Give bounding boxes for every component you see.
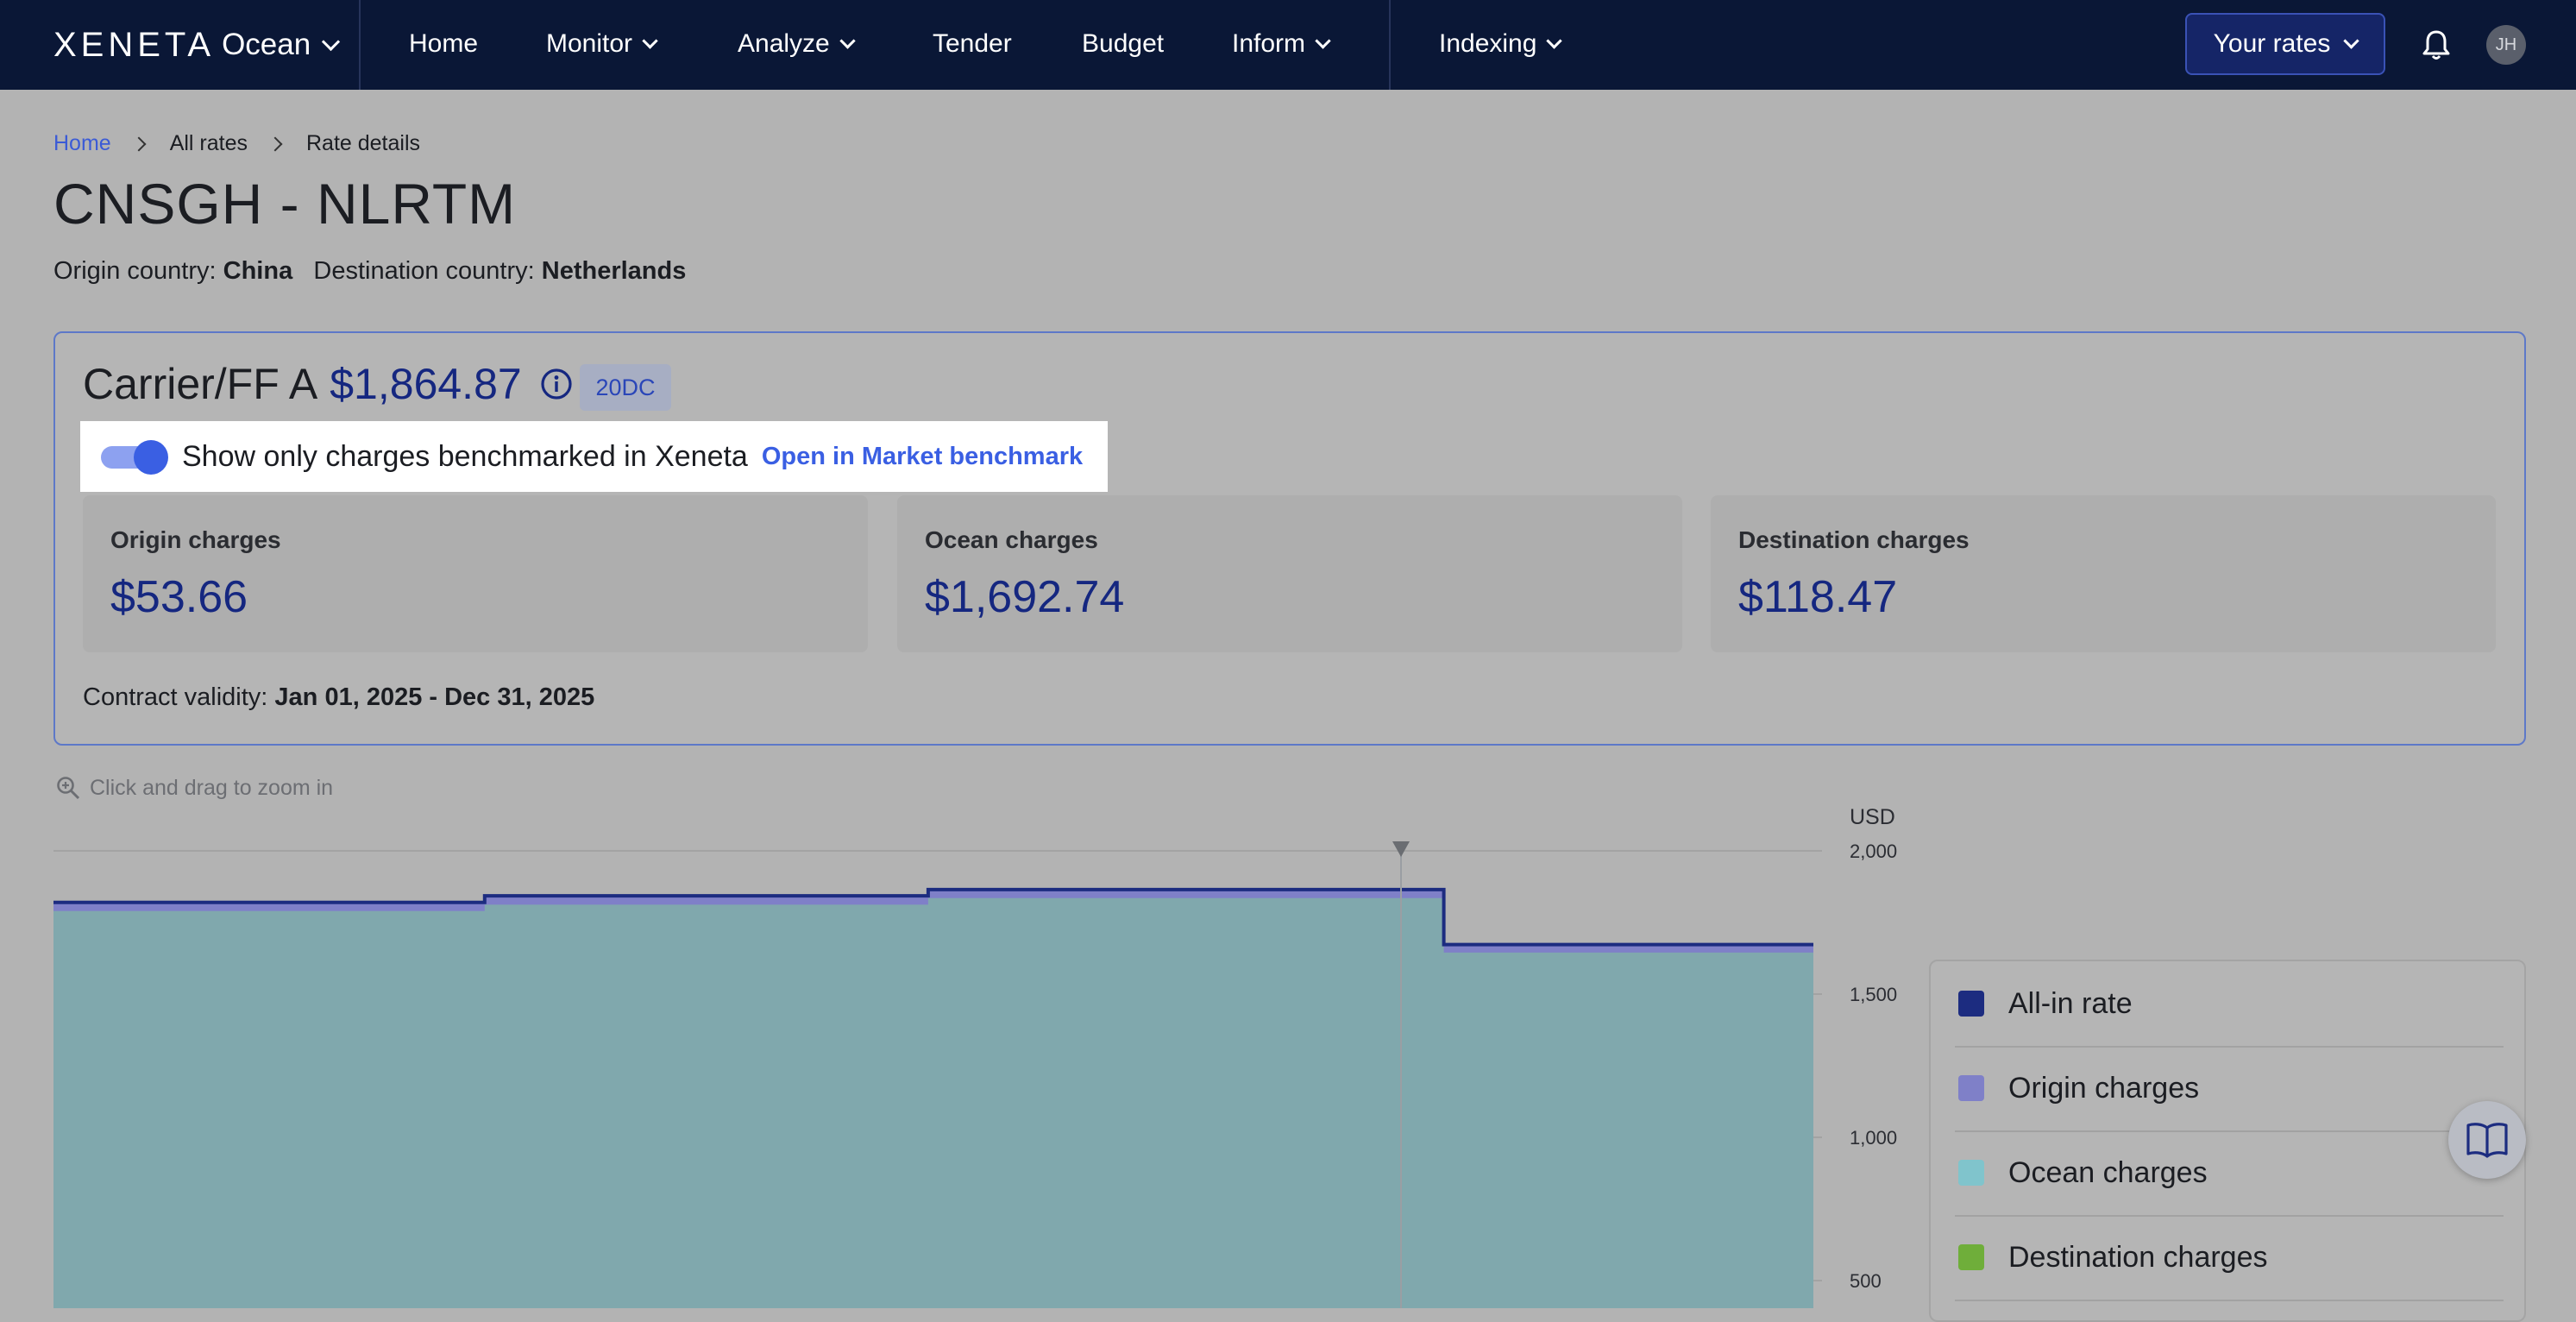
contract-validity: Contract validity: Jan 01, 2025 - Dec 31…	[83, 683, 594, 712]
xeneta-logo: XENETA	[53, 25, 216, 64]
legend-swatch	[1958, 1244, 1984, 1270]
legend-item[interactable]: Ocean charges	[1955, 1130, 2504, 1217]
nav-analyze[interactable]: Analyze	[738, 29, 856, 59]
info-icon[interactable]	[539, 367, 574, 401]
nav-divider	[1389, 0, 1391, 90]
validity-value: Jan 01, 2025 - Dec 31, 2025	[274, 683, 595, 711]
benchmark-toggle-label: Show only charges benchmarked in Xeneta	[182, 439, 748, 473]
top-nav: XENETA Ocean Home Monitor Analyze Tender…	[0, 0, 2576, 90]
y-axis-unit: USD	[1850, 805, 1895, 829]
tile-value: $53.66	[110, 572, 248, 622]
destination-charges-tile: Destination charges $118.47	[1711, 495, 2496, 652]
product-name: Ocean	[222, 28, 311, 61]
container-type-badge: 20DC	[580, 364, 671, 411]
nav-tender-label: Tender	[933, 29, 1012, 58]
ocean-charges-tile: Ocean charges $1,692.74	[897, 495, 1682, 652]
nav-monitor-label: Monitor	[546, 29, 633, 58]
zoom-in-icon	[57, 777, 80, 800]
y-tick-label: 1,500	[1850, 984, 1897, 1005]
carrier-name: Carrier/FF A	[83, 360, 318, 408]
legend-swatch	[1958, 991, 1984, 1017]
validity-label: Contract validity:	[83, 683, 268, 711]
zoom-hint-text: Click and drag to zoom in	[90, 775, 334, 800]
all-in-price: $1,864.87	[330, 360, 522, 408]
zoom-hint: Click and drag to zoom in	[55, 775, 333, 801]
nav-analyze-label: Analyze	[738, 29, 830, 58]
legend-label: Origin charges	[2008, 1071, 2200, 1105]
breadcrumb-all-rates[interactable]: All rates	[169, 131, 248, 155]
legend-label: Ocean charges	[2008, 1155, 2208, 1189]
nav-divider	[359, 0, 361, 90]
destination-country-value: Netherlands	[541, 257, 687, 285]
open-market-benchmark-link[interactable]: Open in Market benchmark	[761, 442, 1084, 470]
ocean-charges-area	[53, 897, 1813, 1308]
all-in-rate-line	[53, 887, 1813, 947]
legend-item[interactable]: Destination charges	[1955, 1215, 2504, 1301]
page-title: CNSGH - NLRTM	[53, 172, 517, 236]
nav-indexing[interactable]: Indexing	[1439, 29, 1563, 59]
nav-budget-label: Budget	[1082, 29, 1165, 58]
nav-tender[interactable]: Tender	[933, 29, 1012, 59]
bell-icon[interactable]	[2421, 28, 2452, 61]
tile-label: Origin charges	[110, 526, 281, 553]
today-marker-triangle	[1392, 841, 1410, 857]
nav-budget[interactable]: Budget	[1082, 29, 1164, 59]
help-docs-button[interactable]	[2448, 1101, 2526, 1179]
tile-value: $1,692.74	[925, 572, 1125, 622]
book-icon	[2466, 1123, 2508, 1158]
nav-inform-label: Inform	[1232, 29, 1306, 58]
tile-value: $118.47	[1738, 572, 1898, 622]
country-meta: Origin country: China Destination countr…	[53, 257, 686, 286]
breadcrumb-home[interactable]: Home	[53, 131, 111, 155]
y-tick-label: 500	[1850, 1270, 1882, 1292]
destination-country-label: Destination country:	[313, 257, 535, 285]
product-switcher[interactable]: XENETA Ocean	[53, 24, 341, 66]
chart-legend: All-in rate Origin charges Ocean charges De…	[1929, 960, 2526, 1322]
tile-label: Ocean charges	[925, 526, 1098, 553]
breadcrumb: Home All rates Rate details	[53, 131, 420, 156]
nav-monitor[interactable]: Monitor	[546, 29, 658, 59]
benchmark-toggle[interactable]	[101, 440, 168, 475]
y-tick-label: 1,000	[1850, 1127, 1897, 1149]
legend-swatch	[1958, 1160, 1984, 1186]
legend-item[interactable]: All-in rate	[1955, 961, 2504, 1048]
legend-label: All-in rate	[2008, 986, 2133, 1020]
nav-inform[interactable]: Inform	[1232, 29, 1331, 59]
y-tick-label: 2,000	[1850, 840, 1897, 862]
benchmark-toggle-row: Show only charges benchmarked in Xeneta …	[80, 421, 1108, 492]
tile-label: Destination charges	[1738, 526, 1970, 553]
nav-home-label: Home	[409, 29, 479, 58]
avatar[interactable]: JH	[2486, 25, 2526, 65]
nav-home[interactable]: Home	[409, 29, 478, 59]
breadcrumb-rate-details: Rate details	[306, 131, 421, 155]
legend-item[interactable]: Origin charges	[1955, 1046, 2504, 1132]
your-rates-button[interactable]: Your rates	[2185, 13, 2385, 75]
legend-label: Destination charges	[2008, 1240, 2268, 1274]
nav-indexing-label: Indexing	[1439, 29, 1537, 58]
rate-card-title: Carrier/FF A $1,864.87	[83, 359, 574, 409]
toggle-knob	[134, 440, 168, 475]
your-rates-label: Your rates	[2213, 29, 2331, 58]
origin-country-value: China	[223, 257, 293, 285]
origin-country-label: Origin country:	[53, 257, 217, 285]
origin-charges-tile: Origin charges $53.66	[83, 495, 868, 652]
legend-swatch	[1958, 1075, 1984, 1101]
